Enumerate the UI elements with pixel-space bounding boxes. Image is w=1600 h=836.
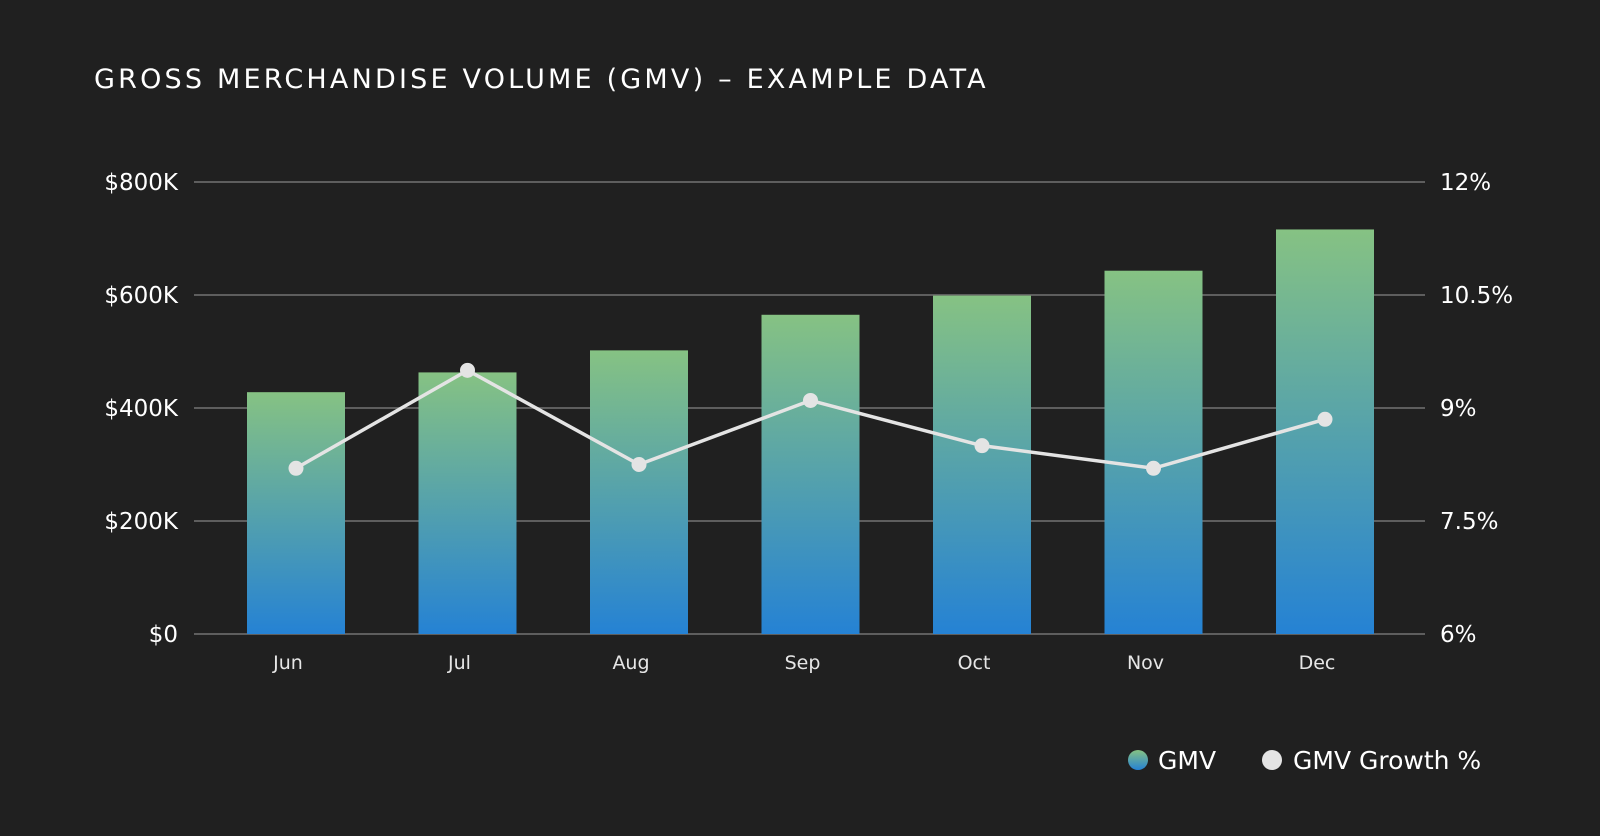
growth-point bbox=[631, 457, 647, 472]
growth-point bbox=[974, 438, 990, 454]
y-axis-right: 6% 7.5% 9% 10.5% 12% bbox=[1440, 170, 1513, 648]
x-tick-label: Nov bbox=[1127, 652, 1164, 674]
x-tick-label: Dec bbox=[1299, 652, 1336, 674]
y-right-tick-label: 6% bbox=[1440, 622, 1477, 648]
growth-line bbox=[288, 362, 1333, 476]
legend-gmv-marker bbox=[1128, 750, 1148, 770]
x-tick-label: Sep bbox=[785, 652, 821, 674]
x-tick-label: Oct bbox=[958, 652, 991, 674]
y-left-tick-label: $200K bbox=[104, 509, 179, 535]
x-tick-label: Jul bbox=[447, 652, 471, 674]
y-left-tick-label: $400K bbox=[104, 396, 179, 422]
growth-point bbox=[1317, 411, 1333, 427]
legend-growth-marker bbox=[1262, 750, 1282, 770]
growth-point bbox=[803, 392, 818, 408]
y-right-tick-label: 9% bbox=[1440, 396, 1477, 422]
y-right-tick-label: 10.5% bbox=[1440, 283, 1513, 309]
growth-point bbox=[460, 362, 475, 378]
gmv-bar bbox=[247, 392, 345, 634]
x-tick-label: Jun bbox=[272, 652, 303, 674]
x-tick-label: Aug bbox=[612, 652, 649, 674]
gmv-bars bbox=[247, 229, 1374, 634]
y-left-tick-label: $800K bbox=[104, 170, 179, 196]
gmv-bar bbox=[761, 314, 860, 634]
gmv-bar bbox=[1276, 229, 1374, 634]
gmv-bar bbox=[933, 295, 1031, 634]
legend-gmv-label: GMV bbox=[1158, 746, 1216, 775]
gmv-bar bbox=[418, 372, 517, 634]
legend-growth-label: GMV Growth % bbox=[1293, 746, 1481, 775]
x-axis: Jun Jul Aug Sep Oct Nov Dec bbox=[272, 652, 1335, 674]
y-left-tick-label: $600K bbox=[104, 283, 179, 309]
y-axis-left: $0 $200K $400K $600K $800K bbox=[104, 170, 179, 648]
y-right-tick-label: 7.5% bbox=[1440, 509, 1498, 535]
gmv-bar bbox=[590, 350, 688, 634]
chart-title: GROSS MERCHANDISE VOLUME (GMV) – EXAMPLE… bbox=[94, 64, 989, 95]
y-right-tick-label: 12% bbox=[1440, 170, 1491, 196]
growth-point bbox=[1146, 460, 1161, 476]
legend: GMV GMV Growth % bbox=[1128, 746, 1481, 775]
gmv-bar bbox=[1104, 270, 1203, 634]
y-left-tick-label: $0 bbox=[149, 622, 178, 648]
growth-point bbox=[288, 460, 304, 476]
